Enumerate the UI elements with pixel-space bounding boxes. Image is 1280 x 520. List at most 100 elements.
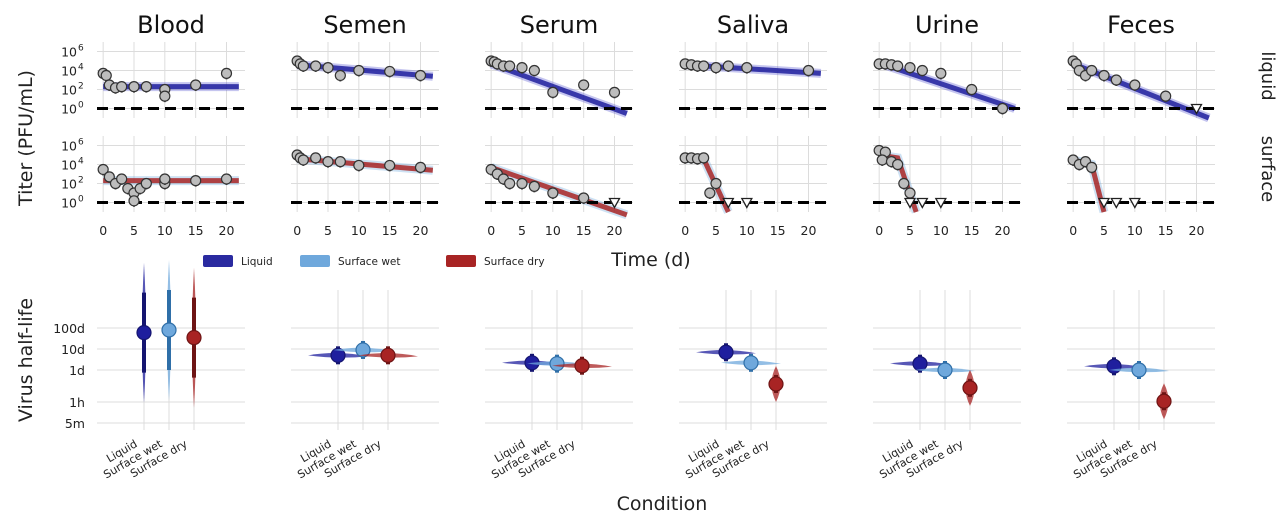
subplot-feces-liquid (1067, 42, 1215, 123)
data-point (220, 67, 233, 79)
x-tick-label: 15 (382, 223, 398, 238)
subplot-urine-surface (873, 136, 1021, 214)
data-point (704, 187, 716, 199)
non-detect-marker (740, 197, 753, 209)
y-tick-label: 10 (61, 196, 77, 211)
condition-axis-label: Condition (617, 493, 708, 515)
legend-swatch-surface-dry (446, 255, 476, 267)
y-tick-exponent: 6 (78, 44, 84, 54)
data-point (414, 69, 427, 82)
data-point (578, 192, 590, 204)
violin-saliva-surface-wet (721, 353, 781, 372)
data-point (516, 62, 528, 74)
subplot-semen-liquid (291, 42, 439, 118)
violin-median (768, 376, 784, 392)
violin-median (1156, 393, 1172, 409)
legend-swatch-liquid (203, 255, 233, 267)
legend-item-surface-wet: Surface wet (300, 255, 401, 268)
half-life-axis-label: Virus half-life (15, 298, 37, 422)
data-point (935, 67, 947, 79)
titer-axis-label: Titer (PFU/mL) (15, 70, 37, 207)
panel-saliva: Saliva 0 5 10 15 20 (679, 11, 827, 238)
row-label-surface: surface (1257, 136, 1278, 203)
violin-median (380, 347, 396, 363)
y-tick-label: 10 (61, 102, 77, 117)
data-point (876, 154, 888, 166)
x-tick-label: 20 (1189, 223, 1205, 238)
violin-median (549, 356, 565, 372)
data-point (297, 154, 309, 166)
x-tick-label: 15 (188, 223, 204, 238)
time-axis-label: Time (d) (610, 249, 690, 271)
data-point (310, 60, 322, 72)
x-tick-label: 10 (739, 223, 755, 238)
violin-median (186, 329, 202, 346)
data-point (698, 152, 710, 164)
data-point (384, 65, 396, 78)
x-tick-label: 10 (157, 223, 173, 238)
panel-title-saliva: Saliva (717, 11, 789, 39)
non-detect-marker (722, 197, 735, 209)
data-point (528, 64, 540, 77)
data-point (904, 187, 916, 199)
panel-urine: Urine 0 5 10 15 20 (873, 11, 1021, 238)
violin-serum-surface-wet (527, 354, 587, 373)
data-point (916, 64, 928, 77)
x-tick-label: 20 (607, 223, 623, 238)
x-tick-label: 20 (995, 223, 1011, 238)
violin-urine-surface-wet (915, 361, 975, 379)
violin-median (161, 322, 177, 338)
legend-swatch-surface-wet (300, 255, 330, 267)
halflife-tick-label: 5m (65, 416, 85, 431)
panel-semen: Semen 0 5 10 15 20 (291, 11, 439, 238)
data-point (1160, 90, 1172, 102)
subplot-serum-surface (485, 136, 633, 220)
non-detect-marker (903, 197, 917, 209)
y-tick-label: 10 (61, 139, 77, 154)
fit-line-surface (490, 165, 628, 218)
data-point (116, 173, 128, 185)
data-point (297, 60, 309, 72)
data-point (190, 79, 202, 91)
data-point (140, 177, 152, 190)
non-detect-marker (1128, 197, 1141, 209)
x-tick-label: 20 (413, 223, 429, 238)
legend-label-liquid: Liquid (241, 256, 273, 268)
data-point (159, 90, 171, 102)
violin-blood-surface-wet (161, 260, 177, 401)
data-point (1098, 69, 1110, 82)
data-point (547, 187, 559, 199)
panel-title-feces: Feces (1107, 11, 1175, 39)
halflife-tick-label: 1h (69, 395, 85, 410)
violin-feces-surface-wet (1109, 361, 1169, 379)
subplot-saliva-surface (679, 136, 827, 214)
data-point (516, 177, 528, 190)
data-point (100, 69, 112, 82)
y-tick-exponent: 4 (78, 63, 84, 73)
x-tick-label: 20 (801, 223, 817, 238)
data-point (898, 177, 910, 190)
row-label-liquid: liquid (1257, 51, 1278, 100)
data-point (710, 62, 722, 74)
data-point (414, 161, 427, 173)
x-tick-label: 0 (681, 223, 689, 238)
violin-feces-surface-dry (1156, 383, 1172, 420)
y-tick-label: 10 (61, 83, 77, 98)
non-detect-marker (1190, 103, 1203, 115)
x-tick-label: 15 (1158, 223, 1174, 238)
data-point (334, 156, 346, 168)
non-detect-marker (916, 197, 929, 209)
data-point (741, 62, 753, 74)
subplot-feces-surface (1067, 136, 1215, 214)
x-tick-label: 5 (906, 223, 914, 238)
panel-feces: Feces 0 5 10 15 20 (1067, 11, 1215, 238)
non-detect-marker (1097, 197, 1111, 209)
y-tick-label: 10 (61, 177, 77, 192)
violin-median (718, 344, 734, 360)
data-point (322, 156, 334, 168)
x-tick-label: 0 (1069, 223, 1077, 238)
